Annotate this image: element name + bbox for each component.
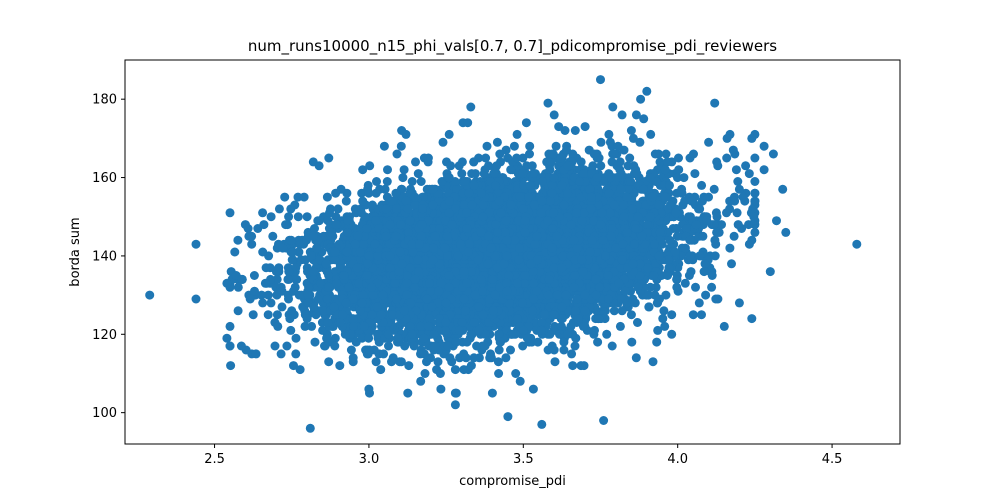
data-point — [525, 141, 535, 151]
data-point — [247, 239, 257, 249]
data-point — [266, 298, 276, 308]
data-point — [346, 345, 356, 355]
data-point — [615, 321, 625, 331]
data-point — [733, 177, 743, 186]
data-point — [727, 259, 736, 269]
data-point — [225, 208, 235, 218]
data-point — [384, 341, 393, 351]
data-point — [661, 149, 671, 159]
data-point — [399, 165, 409, 175]
data-point — [697, 180, 707, 190]
data-point — [285, 314, 295, 324]
data-point — [511, 369, 521, 378]
data-point — [680, 243, 690, 253]
data-point — [631, 353, 641, 363]
data-point — [395, 357, 405, 367]
data-point — [388, 353, 398, 363]
data-point — [248, 310, 258, 320]
data-point — [324, 357, 334, 367]
data-point — [233, 282, 243, 292]
data-point — [609, 306, 619, 316]
data-point — [226, 361, 236, 371]
data-point — [644, 302, 654, 312]
data-point — [602, 329, 612, 339]
data-point — [407, 177, 417, 186]
data-point — [341, 196, 351, 206]
data-point — [525, 149, 534, 159]
data-point — [398, 173, 408, 183]
data-point — [550, 321, 560, 331]
data-point — [416, 177, 426, 186]
data-point — [607, 341, 617, 351]
data-point — [688, 310, 698, 320]
data-point — [482, 141, 492, 151]
data-point — [501, 353, 511, 363]
data-point — [506, 345, 515, 355]
data-point — [446, 161, 456, 171]
data-point — [273, 321, 283, 331]
data-point — [263, 310, 273, 320]
points-layer — [145, 75, 862, 433]
data-point — [576, 157, 586, 167]
data-point — [225, 321, 235, 331]
data-point — [291, 333, 301, 343]
data-point — [567, 349, 577, 359]
data-point — [710, 251, 720, 261]
data-point — [660, 321, 670, 331]
data-point — [672, 188, 682, 198]
data-point — [733, 220, 743, 230]
data-point — [570, 341, 580, 351]
data-point — [348, 353, 358, 363]
data-point — [295, 365, 305, 375]
data-point — [249, 271, 259, 280]
data-point — [667, 329, 677, 339]
data-point — [300, 321, 310, 331]
data-point — [518, 153, 528, 163]
data-point — [695, 204, 705, 214]
data-point — [270, 341, 280, 351]
data-point — [725, 243, 735, 253]
data-point — [712, 212, 722, 222]
data-point — [289, 361, 298, 371]
data-point — [263, 290, 273, 300]
data-point — [559, 337, 569, 347]
data-point — [276, 349, 286, 359]
data-point — [272, 274, 282, 284]
data-point — [674, 153, 683, 163]
data-point — [277, 302, 287, 312]
data-point — [494, 345, 504, 355]
data-point — [744, 169, 754, 179]
data-point — [457, 169, 467, 179]
data-point — [551, 141, 561, 151]
data-point — [646, 129, 656, 139]
data-point — [422, 357, 431, 367]
data-point — [631, 110, 641, 120]
data-point — [313, 294, 323, 304]
data-point — [627, 337, 637, 347]
data-point — [604, 129, 614, 139]
data-point — [291, 349, 301, 359]
data-point — [376, 365, 386, 375]
data-point — [550, 357, 560, 367]
data-point — [481, 153, 491, 163]
data-point — [512, 153, 522, 163]
data-point — [284, 294, 293, 304]
